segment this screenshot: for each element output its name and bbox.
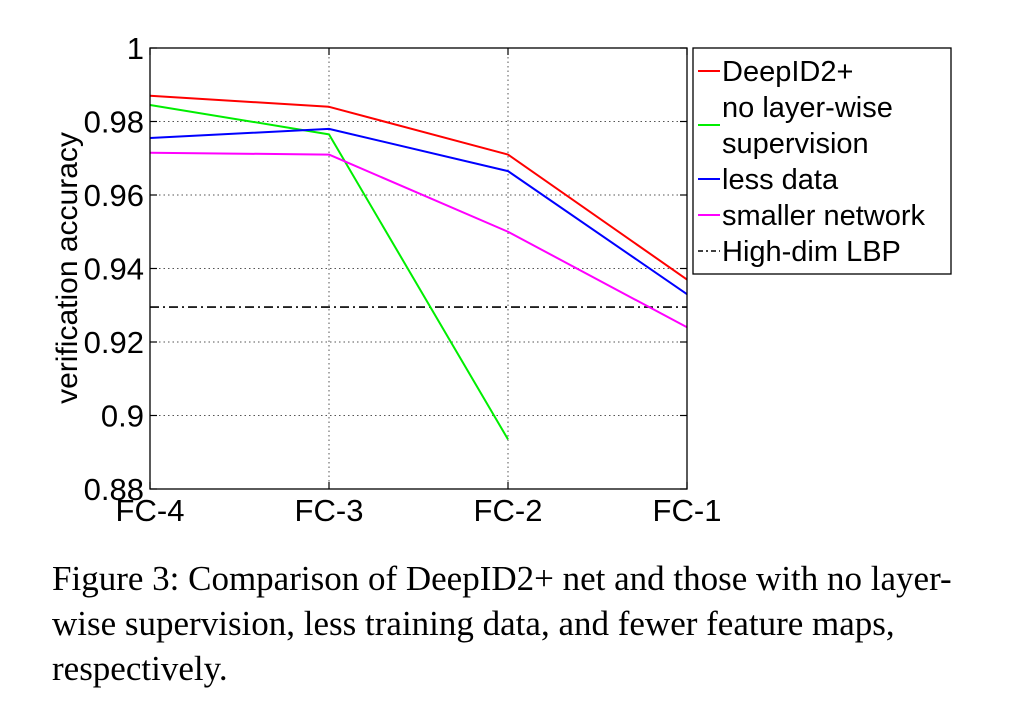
legend-label-less-data: less data (722, 164, 839, 196)
legend-box (692, 47, 952, 275)
y-tick-label: 1 (127, 31, 144, 66)
grid-lines (150, 48, 687, 489)
x-tick-label: FC-1 (653, 493, 722, 528)
y-tick-label: 0.96 (84, 178, 144, 213)
legend-label-smaller-network: smaller network (722, 200, 926, 232)
legend-label-deepid2: DeepID2+ (722, 56, 853, 88)
y-axis-title: verification accuracy (51, 132, 84, 404)
y-tick-label: 0.92 (84, 325, 144, 360)
y-tick-label: 0.98 (84, 105, 144, 140)
legend: DeepID2+ no layer-wise supervision less dat… (692, 47, 952, 275)
x-tick-label: FC-4 (116, 493, 185, 528)
axes (149, 47, 688, 490)
series-line-deepid2 (149, 94, 688, 281)
y-tick-label: 0.88 (84, 472, 144, 507)
chart: 0.88 0.9 0.92 0.94 0.96 0.98 1 FC-4 FC-3 FC-2 FC-1… (51, 31, 952, 528)
x-tick-label: FC-3 (295, 493, 364, 528)
legend-label-no-layer-wise-supervision: no layer-wise (722, 92, 893, 124)
series-line-smaller-network (149, 151, 688, 329)
y-tick-label: 0.9 (101, 399, 144, 434)
y-tick-label: 0.94 (84, 252, 144, 287)
series-line-no-layer-wise-supervision (149, 103, 509, 440)
plot-frame (149, 47, 688, 490)
legend-label-no-layer-wise-supervision: supervision (722, 128, 869, 160)
series-line-less-data (149, 127, 688, 296)
figure-caption: Figure 3: Comparison of DeepID2+ net and… (52, 559, 952, 688)
x-tick-label: FC-2 (474, 493, 543, 528)
series-lines (149, 94, 688, 440)
legend-label-high-dim-lbp: High-dim LBP (722, 236, 901, 268)
tick-labels: 0.88 0.9 0.92 0.94 0.96 0.98 1 FC-4 FC-3 FC-2 FC-1 (84, 31, 722, 528)
